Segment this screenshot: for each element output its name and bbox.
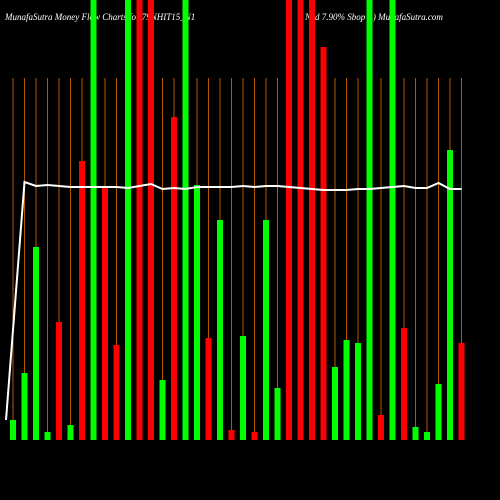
bar bbox=[435, 384, 442, 440]
bar bbox=[159, 380, 166, 440]
bar bbox=[90, 0, 97, 440]
bar bbox=[297, 0, 304, 440]
bar bbox=[10, 420, 16, 440]
bar bbox=[79, 161, 85, 440]
bar bbox=[217, 220, 223, 440]
bar bbox=[401, 328, 407, 440]
bar bbox=[21, 373, 28, 440]
bar bbox=[67, 425, 74, 440]
bar bbox=[366, 0, 373, 440]
bar bbox=[240, 336, 246, 440]
chart-title: MunafaSutra Money Flow Charts for 79NHIT… bbox=[4, 12, 195, 22]
bar bbox=[355, 343, 361, 440]
bar bbox=[33, 247, 39, 440]
bar bbox=[194, 185, 200, 440]
bar bbox=[412, 427, 419, 440]
bar bbox=[56, 322, 62, 440]
money-flow-line bbox=[5, 180, 462, 421]
bar bbox=[205, 338, 212, 440]
bar bbox=[458, 343, 465, 440]
bar bbox=[228, 430, 235, 440]
bar bbox=[44, 432, 51, 440]
bar bbox=[113, 345, 120, 440]
chart-title-end: Ned 7.90% Sbop A) MunafaSutra.com bbox=[304, 12, 443, 22]
bar bbox=[148, 0, 154, 440]
bar bbox=[378, 415, 384, 440]
bar bbox=[309, 0, 315, 440]
bar bbox=[274, 388, 281, 440]
bar bbox=[447, 150, 453, 440]
bar bbox=[136, 0, 143, 440]
bar bbox=[102, 187, 108, 440]
bar bbox=[171, 117, 177, 440]
bar bbox=[320, 47, 327, 440]
bar bbox=[251, 432, 258, 440]
bar bbox=[332, 367, 338, 440]
bar bbox=[286, 0, 292, 440]
bar bbox=[182, 0, 189, 440]
bar bbox=[389, 0, 396, 440]
bar bbox=[263, 220, 269, 440]
bar bbox=[125, 0, 131, 440]
bar bbox=[424, 432, 430, 440]
bar bbox=[343, 340, 350, 440]
